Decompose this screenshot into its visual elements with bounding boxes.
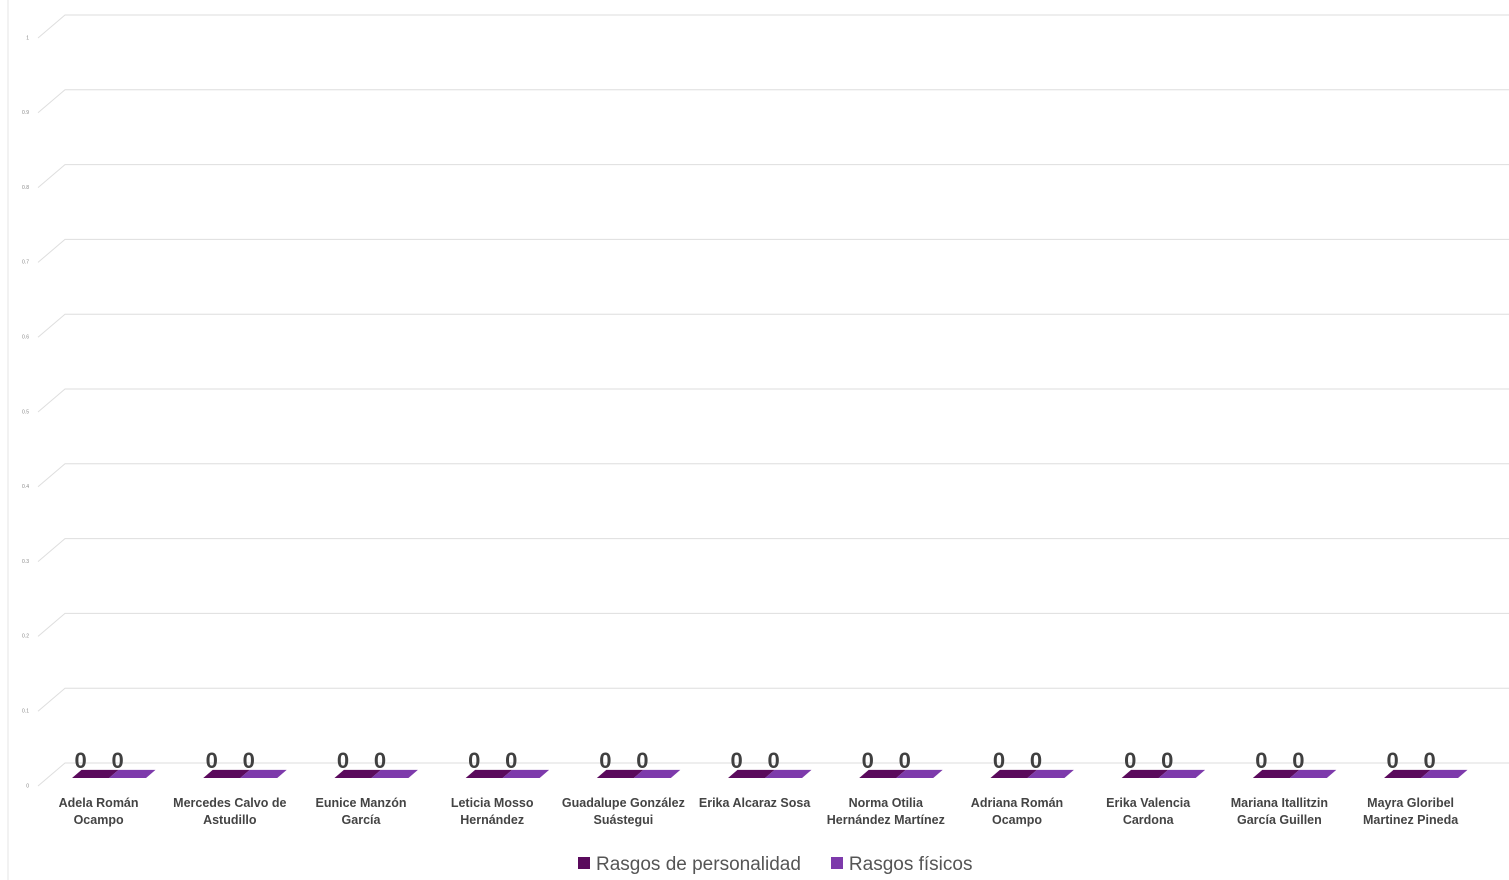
data-label: 0 <box>730 748 742 773</box>
y-tick-label: 0.2 <box>22 634 29 640</box>
grid-line <box>37 612 1509 637</box>
grid-line <box>37 463 1509 488</box>
grid-line <box>37 238 1509 263</box>
grid-line <box>37 388 1509 413</box>
y-tick-label: 0.5 <box>22 409 29 415</box>
bar <box>240 769 287 778</box>
data-label: 0 <box>1030 748 1042 773</box>
y-tick-label: 1 <box>26 35 29 41</box>
bar <box>1421 769 1468 778</box>
x-tick-label: Eunice Manzón García <box>315 796 407 827</box>
x-tick-label: Norma Otilia Hernández Martínez <box>826 796 945 827</box>
bar <box>1121 769 1169 778</box>
bar <box>465 769 513 778</box>
x-tick-label: Erika Alcaraz Sosa <box>698 796 811 810</box>
y-tick-label: 0.4 <box>22 484 29 490</box>
data-label: 0 <box>1386 748 1398 773</box>
legend-swatch <box>578 857 590 869</box>
grid-line <box>37 14 1509 39</box>
data-label: 0 <box>1124 748 1136 773</box>
y-tick-label: 0.7 <box>22 260 29 266</box>
data-label: 0 <box>374 748 386 773</box>
grid-line <box>37 687 1509 712</box>
bar <box>72 769 119 778</box>
grid-line <box>37 762 1509 787</box>
y-tick-label: 0.1 <box>22 709 29 715</box>
x-tick-label: Erika Valencia Cardona <box>1106 796 1191 827</box>
y-tick-label: 0.6 <box>22 335 29 341</box>
y-tick-label: 0.8 <box>22 185 29 191</box>
legend-label: Rasgos físicos <box>848 854 973 875</box>
bar <box>896 769 943 778</box>
y-tick-label: 0 <box>26 783 29 789</box>
data-label: 0 <box>505 748 517 773</box>
bar <box>502 769 550 778</box>
data-label: 0 <box>599 748 611 773</box>
bar <box>765 769 812 778</box>
data-label: 0 <box>636 748 648 773</box>
data-label: 0 <box>111 748 123 773</box>
bar <box>633 769 681 778</box>
legend-label: Rasgos de personalidad <box>596 854 801 875</box>
y-tick-label: 0.9 <box>22 110 29 116</box>
legend-entry: Rasgos físicos <box>830 854 973 876</box>
bar <box>1252 769 1300 778</box>
x-tick-label: Mariana Itallitzin García Guillen <box>1230 796 1329 827</box>
data-label: 0 <box>993 748 1005 773</box>
legend-swatch <box>830 857 843 869</box>
x-tick-label: Adriana Román Ocampo <box>970 796 1064 827</box>
bar <box>203 769 250 778</box>
grid-line <box>37 538 1509 562</box>
data-label: 0 <box>243 748 255 773</box>
data-label: 0 <box>1292 748 1304 773</box>
data-label: 0 <box>767 748 779 773</box>
grid-line <box>37 164 1509 188</box>
bar <box>1289 769 1337 778</box>
data-label: 0 <box>899 748 911 773</box>
data-label: 0 <box>862 748 874 773</box>
data-label: 0 <box>468 748 480 773</box>
data-label: 0 <box>337 748 349 773</box>
bar <box>859 769 906 778</box>
bar <box>1027 769 1074 778</box>
x-tick-label: Leticia Mosso Hernández <box>450 796 534 827</box>
data-label: 0 <box>1161 748 1173 773</box>
data-label: 0 <box>1255 748 1267 773</box>
y-tick-label: 0.3 <box>22 559 29 565</box>
bar <box>334 769 381 778</box>
data-label: 0 <box>1423 748 1435 773</box>
data-label: 0 <box>206 748 218 773</box>
grid-line <box>37 313 1509 338</box>
bar <box>109 769 156 778</box>
x-tick-label: Mercedes Calvo de Astudillo <box>173 796 287 827</box>
x-tick-label: Adela Román Ocampo <box>58 796 139 827</box>
bar <box>1384 769 1431 778</box>
x-tick-label: Guadalupe González Suástegui <box>561 796 685 827</box>
bar <box>1158 769 1206 778</box>
x-tick-label: Mayra Gloribel Martinez Pineda <box>1363 796 1459 827</box>
bar <box>596 769 644 778</box>
bar <box>728 769 775 778</box>
data-label: 0 <box>74 748 86 773</box>
legend-entry: Rasgos de personalidad <box>578 854 801 876</box>
bar <box>990 769 1037 778</box>
bar <box>371 769 418 778</box>
grid-line <box>37 89 1509 114</box>
